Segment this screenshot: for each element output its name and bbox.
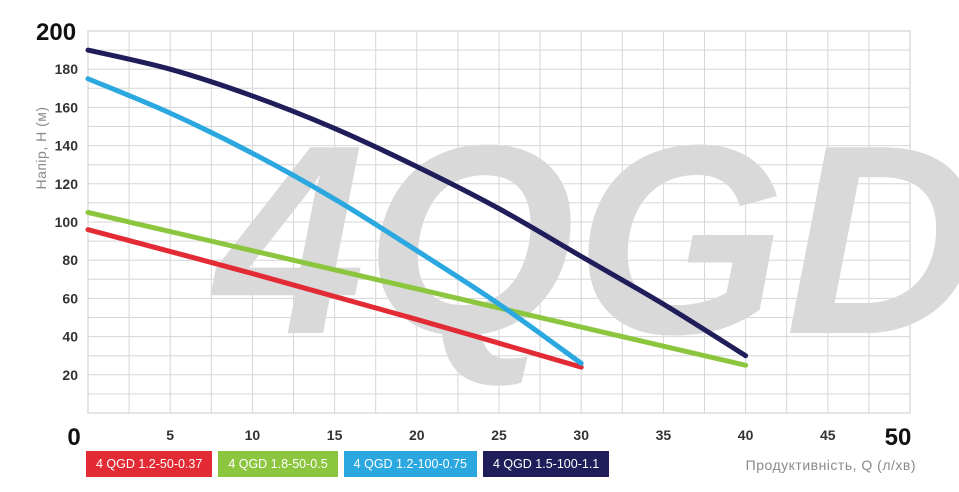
series-line-4 [85, 47, 749, 359]
legend: 4 QGD 1.2-50-0.37 4 QGD 1.8-50-0.5 4 QGD 1… [86, 451, 610, 477]
y-tick-label: 180 [55, 61, 79, 77]
legend-item-3: 4 QGD 1.2-100-0.75 [343, 451, 477, 477]
x-tick-label: 10 [245, 427, 261, 443]
watermark: 4QGD [207, 90, 959, 391]
x-tick-label: 50 [885, 424, 912, 451]
x-tick-label: 20 [409, 427, 425, 443]
legend-item-2: 4 QGD 1.8-50-0.5 [218, 451, 338, 477]
series-line-2 [85, 209, 749, 368]
y-tick-label: 40 [62, 329, 78, 345]
x-axis-label: Продуктивність, Q (л/хв) [746, 457, 916, 473]
x-tick-labels: 0 5 10 15 20 25 30 35 40 45 50 [67, 424, 911, 451]
x-tick-label: 40 [738, 427, 754, 443]
series-line-1 [85, 227, 584, 370]
y-tick-label: 120 [55, 176, 79, 192]
y-tick-label: 20 [62, 367, 78, 383]
x-tick-label: 5 [166, 427, 174, 443]
grid [87, 30, 911, 414]
y-tick-label: 200 [36, 19, 76, 46]
series-lines [85, 47, 749, 370]
y-tick-labels: 20 40 60 80 100 120 140 160 180 200 [36, 19, 78, 383]
x-tick-label: 25 [491, 427, 507, 443]
legend-item-1: 4 QGD 1.2-50-0.37 [86, 451, 213, 477]
legend-item-4: 4 QGD 1.5-100-1.1 [482, 451, 610, 477]
y-tick-label: 100 [55, 214, 79, 230]
x-tick-label: 35 [656, 427, 672, 443]
y-tick-label: 160 [55, 99, 79, 115]
y-tick-label: 60 [62, 290, 78, 306]
y-tick-label: 80 [62, 252, 78, 268]
x-tick-label: 15 [327, 427, 343, 443]
x-tick-label: 45 [820, 427, 836, 443]
y-axis-label: Напір, Н (м) [33, 106, 49, 189]
series-line-3 [85, 76, 584, 366]
x-tick-label: 0 [67, 424, 80, 451]
y-tick-label: 140 [55, 138, 79, 154]
x-tick-label: 30 [573, 427, 589, 443]
